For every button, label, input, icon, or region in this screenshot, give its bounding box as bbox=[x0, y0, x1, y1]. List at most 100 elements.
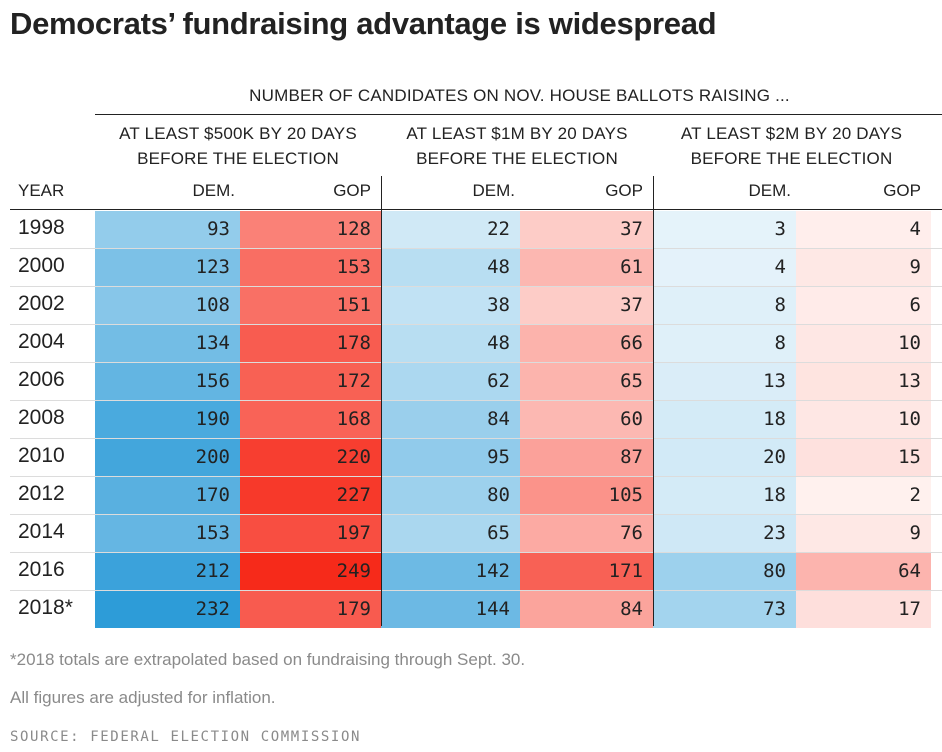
gop-header-1m: GOP bbox=[520, 181, 643, 201]
table-cell-dem: 3 bbox=[653, 211, 796, 248]
table-cell-gop: 37 bbox=[520, 211, 653, 248]
year-label: 2016 bbox=[18, 558, 65, 582]
group-divider-2 bbox=[653, 176, 654, 626]
table-cell-gop: 76 bbox=[520, 515, 653, 552]
table-cell-gop: 10 bbox=[796, 401, 931, 438]
footnote: *2018 totals are extrapolated based on f… bbox=[10, 650, 525, 670]
table-cell-gop: 9 bbox=[796, 515, 931, 552]
table-cell-gop: 171 bbox=[520, 553, 653, 590]
table-cell-dem: 156 bbox=[95, 363, 240, 400]
table-cell-dem: 95 bbox=[381, 439, 520, 476]
supertitle-rule bbox=[95, 114, 942, 115]
table-cell-gop: 220 bbox=[240, 439, 381, 476]
group-label-1m-line2: BEFORE THE ELECTION bbox=[416, 149, 618, 168]
table-cell-dem: 108 bbox=[95, 287, 240, 324]
inflation-note: All figures are adjusted for inflation. bbox=[10, 688, 276, 708]
table-cell-gop: 249 bbox=[240, 553, 381, 590]
table-cell-gop: 10 bbox=[796, 325, 931, 362]
table-cell-dem: 232 bbox=[95, 591, 240, 628]
table-cell-gop: 172 bbox=[240, 363, 381, 400]
group-label-1m-line1: AT LEAST $1M BY 20 DAYS bbox=[406, 124, 627, 143]
table-cell-gop: 37 bbox=[520, 287, 653, 324]
table-cell-dem: 84 bbox=[381, 401, 520, 438]
table-cell-gop: 84 bbox=[520, 591, 653, 628]
table-cell-dem: 153 bbox=[95, 515, 240, 552]
table-cell-dem: 20 bbox=[653, 439, 796, 476]
year-label: 2006 bbox=[18, 368, 65, 392]
table-cell-dem: 123 bbox=[95, 249, 240, 286]
table-cell-dem: 80 bbox=[653, 553, 796, 590]
dem-header-500k: DEM. bbox=[95, 181, 235, 201]
group-divider-1 bbox=[381, 176, 382, 626]
group-label-500k: AT LEAST $500K BY 20 DAYS BEFORE THE ELE… bbox=[95, 121, 381, 171]
table-cell-dem: 18 bbox=[653, 401, 796, 438]
table-cell-gop: 153 bbox=[240, 249, 381, 286]
table-supertitle: NUMBER OF CANDIDATES ON NOV. HOUSE BALLO… bbox=[95, 86, 942, 106]
group-label-2m-line1: AT LEAST $2M BY 20 DAYS bbox=[681, 124, 902, 143]
group-label-500k-line1: AT LEAST $500K BY 20 DAYS bbox=[119, 124, 357, 143]
year-label: 2012 bbox=[18, 482, 65, 506]
year-label: 2002 bbox=[18, 292, 65, 316]
group-label-1m: AT LEAST $1M BY 20 DAYS BEFORE THE ELECT… bbox=[381, 121, 653, 171]
table-cell-dem: 62 bbox=[381, 363, 520, 400]
year-label: 1998 bbox=[18, 216, 65, 240]
table-cell-gop: 2 bbox=[796, 477, 931, 514]
group-label-2m: AT LEAST $2M BY 20 DAYS BEFORE THE ELECT… bbox=[653, 121, 930, 171]
table-cell-gop: 17 bbox=[796, 591, 931, 628]
table-cell-dem: 48 bbox=[381, 325, 520, 362]
table-cell-dem: 80 bbox=[381, 477, 520, 514]
table-cell-gop: 60 bbox=[520, 401, 653, 438]
table-cell-gop: 9 bbox=[796, 249, 931, 286]
table-cell-dem: 48 bbox=[381, 249, 520, 286]
table-cell-gop: 87 bbox=[520, 439, 653, 476]
table-cell-gop: 6 bbox=[796, 287, 931, 324]
table-cell-gop: 178 bbox=[240, 325, 381, 362]
table-cell-dem: 190 bbox=[95, 401, 240, 438]
table-cell-dem: 38 bbox=[381, 287, 520, 324]
year-label: 2014 bbox=[18, 520, 65, 544]
table-cell-gop: 179 bbox=[240, 591, 381, 628]
year-label: 2010 bbox=[18, 444, 65, 468]
table-cell-dem: 212 bbox=[95, 553, 240, 590]
table-cell-gop: 128 bbox=[240, 211, 381, 248]
table-cell-gop: 65 bbox=[520, 363, 653, 400]
table-cell-dem: 65 bbox=[381, 515, 520, 552]
dem-header-2m: DEM. bbox=[653, 181, 791, 201]
table-cell-gop: 15 bbox=[796, 439, 931, 476]
gop-header-500k: GOP bbox=[240, 181, 371, 201]
chart-title: Democrats’ fundraising advantage is wide… bbox=[10, 6, 716, 42]
table-cell-dem: 134 bbox=[95, 325, 240, 362]
table-cell-dem: 4 bbox=[653, 249, 796, 286]
table-cell-dem: 73 bbox=[653, 591, 796, 628]
table-cell-gop: 13 bbox=[796, 363, 931, 400]
table-cell-gop: 168 bbox=[240, 401, 381, 438]
year-label: 2008 bbox=[18, 406, 65, 430]
table-cell-dem: 170 bbox=[95, 477, 240, 514]
table-cell-dem: 8 bbox=[653, 325, 796, 362]
group-label-500k-line2: BEFORE THE ELECTION bbox=[137, 149, 339, 168]
table-cell-gop: 66 bbox=[520, 325, 653, 362]
year-label: 2004 bbox=[18, 330, 65, 354]
source-line: SOURCE: FEDERAL ELECTION COMMISSION bbox=[10, 729, 361, 745]
table-cell-dem: 13 bbox=[653, 363, 796, 400]
table-cell-dem: 144 bbox=[381, 591, 520, 628]
table-cell-gop: 227 bbox=[240, 477, 381, 514]
table-cell-dem: 8 bbox=[653, 287, 796, 324]
year-label: 2018* bbox=[18, 596, 73, 620]
table-cell-gop: 61 bbox=[520, 249, 653, 286]
header-rule bbox=[10, 209, 942, 210]
table-cell-dem: 93 bbox=[95, 211, 240, 248]
table-cell-gop: 105 bbox=[520, 477, 653, 514]
table-cell-gop: 197 bbox=[240, 515, 381, 552]
table-cell-gop: 4 bbox=[796, 211, 931, 248]
year-column-header: YEAR bbox=[18, 181, 64, 201]
gop-header-2m: GOP bbox=[796, 181, 921, 201]
table-cell-dem: 23 bbox=[653, 515, 796, 552]
group-label-2m-line2: BEFORE THE ELECTION bbox=[691, 149, 893, 168]
table-cell-gop: 151 bbox=[240, 287, 381, 324]
table-cell-dem: 200 bbox=[95, 439, 240, 476]
table-cell-dem: 22 bbox=[381, 211, 520, 248]
table-cell-dem: 18 bbox=[653, 477, 796, 514]
table-cell-dem: 142 bbox=[381, 553, 520, 590]
table-cell-gop: 64 bbox=[796, 553, 931, 590]
